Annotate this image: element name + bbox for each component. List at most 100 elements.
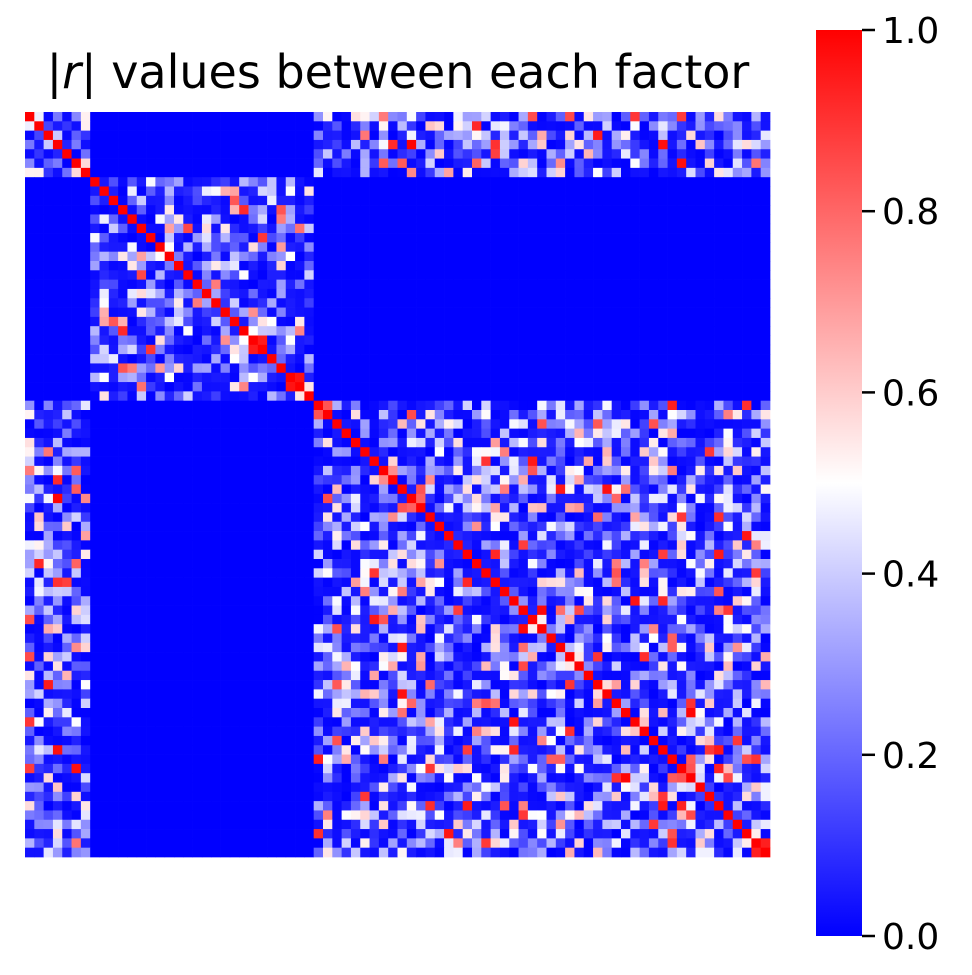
heatmap-cell (732, 475, 743, 485)
heatmap-cell (704, 661, 715, 672)
heatmap-cell (127, 186, 138, 197)
heatmap-cell (648, 410, 659, 420)
heatmap-cell (52, 121, 63, 131)
heatmap-cell (257, 242, 268, 253)
heatmap-cell (611, 214, 622, 225)
heatmap-cell (99, 596, 110, 606)
heatmap-cell (639, 577, 650, 588)
heatmap-cell (760, 130, 771, 141)
heatmap-cell (583, 288, 594, 299)
heatmap-cell (295, 577, 305, 588)
heatmap-cell (602, 326, 613, 336)
heatmap-cell (490, 335, 501, 346)
heatmap-cell (434, 503, 445, 513)
heatmap-cell (621, 428, 631, 439)
heatmap-cell (304, 177, 315, 187)
heatmap-cell (257, 382, 268, 392)
heatmap-cell (611, 316, 622, 327)
heatmap-cell (397, 540, 408, 551)
heatmap-cell (565, 186, 575, 197)
heatmap-cell (527, 307, 538, 318)
heatmap-cell (276, 363, 287, 374)
heatmap-cell (723, 279, 734, 290)
heatmap-cell (583, 177, 594, 187)
heatmap-cell (127, 326, 138, 336)
heatmap-cell (518, 614, 529, 625)
heatmap-cell (499, 363, 510, 374)
heatmap-cell (388, 503, 398, 513)
heatmap-cell (52, 112, 63, 122)
heatmap-cell (630, 540, 640, 551)
heatmap-cell (416, 642, 426, 653)
heatmap-cell (686, 372, 696, 383)
heatmap-cell (201, 586, 212, 597)
heatmap-cell (565, 139, 575, 150)
heatmap-cell (295, 484, 305, 495)
heatmap-cell (146, 382, 156, 392)
heatmap-cell (704, 596, 715, 606)
heatmap-cell (183, 233, 193, 243)
heatmap-cell (416, 652, 426, 662)
heatmap-cell (621, 363, 631, 374)
heatmap-cell (518, 363, 529, 374)
heatmap-cell (257, 670, 268, 681)
heatmap-cell (444, 186, 454, 197)
heatmap-cell (257, 279, 268, 290)
heatmap-cell (397, 410, 408, 420)
heatmap-cell (90, 186, 100, 197)
heatmap-cell (174, 503, 184, 513)
heatmap-cell (760, 261, 771, 271)
heatmap-cell (434, 680, 445, 690)
heatmap-cell (267, 559, 277, 569)
heatmap-cell (574, 549, 585, 560)
heatmap-cell (704, 484, 715, 495)
heatmap-cell (99, 270, 110, 280)
heatmap-cell (183, 149, 193, 159)
heatmap-cell (201, 242, 212, 253)
heatmap-cell (676, 568, 687, 578)
heatmap-cell (155, 335, 166, 346)
heatmap-cell (462, 400, 473, 411)
heatmap-cell (201, 195, 212, 206)
heatmap-cell (583, 447, 594, 457)
heatmap-cell (108, 167, 119, 178)
heatmap-cell (742, 335, 752, 346)
heatmap-cell (304, 195, 315, 206)
heatmap-cell (574, 484, 585, 495)
heatmap-cell (136, 186, 147, 197)
heatmap-cell (555, 447, 566, 457)
heatmap-cell (350, 158, 361, 169)
heatmap-cell (360, 158, 370, 169)
heatmap-cell (686, 307, 696, 318)
heatmap-cell (155, 307, 166, 318)
heatmap-cell (481, 261, 491, 271)
heatmap-cell (99, 559, 110, 569)
heatmap-cell (499, 447, 510, 457)
heatmap-cell (201, 531, 212, 541)
heatmap-cell (360, 112, 370, 122)
heatmap-cell (583, 270, 594, 280)
heatmap-cell (751, 391, 762, 402)
heatmap-cell (43, 195, 54, 206)
heatmap-cell (323, 261, 333, 271)
heatmap-cell (406, 158, 417, 169)
heatmap-cell (136, 223, 147, 234)
heatmap-cell (80, 363, 91, 374)
heatmap-cell (127, 503, 138, 513)
heatmap-cell (639, 121, 650, 131)
heatmap-cell (332, 596, 342, 606)
heatmap-cell (704, 158, 715, 169)
heatmap-cell (62, 642, 72, 653)
heatmap-cell (52, 242, 63, 253)
heatmap-cell (453, 251, 464, 262)
heatmap-cell (732, 307, 743, 318)
heatmap-cell (583, 419, 594, 429)
heatmap-cell (602, 130, 613, 141)
heatmap-cell (714, 335, 724, 346)
heatmap-cell (108, 298, 119, 308)
heatmap-cell (201, 661, 212, 672)
heatmap-cell (341, 456, 352, 467)
heatmap-cell (43, 624, 54, 634)
heatmap-cell (211, 149, 221, 159)
heatmap-cell (127, 633, 138, 644)
